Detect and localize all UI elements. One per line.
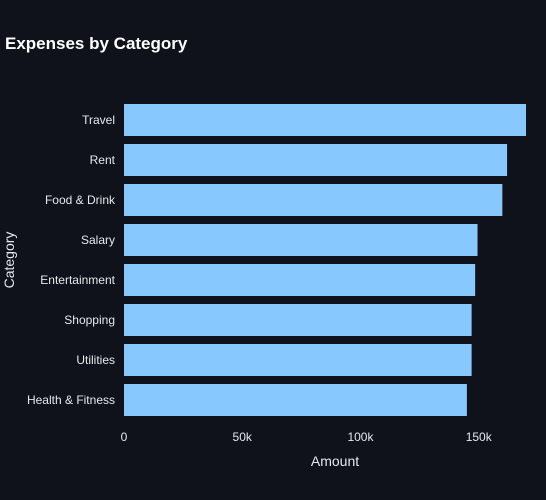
category-label: Entertainment <box>40 273 115 287</box>
bar <box>124 344 472 376</box>
bar <box>124 304 472 336</box>
category-label: Health & Fitness <box>27 393 115 407</box>
x-tick-label: 50k <box>233 430 253 444</box>
category-label: Food & Drink <box>45 193 116 207</box>
category-label: Travel <box>82 113 115 127</box>
category-labels: Travel Rent Food & Drink Salary Entertainmen… <box>27 113 116 407</box>
category-label: Salary <box>81 233 115 247</box>
x-tick-label: 100k <box>347 430 374 444</box>
bar <box>124 184 503 216</box>
bar <box>124 384 467 416</box>
category-label: Shopping <box>64 313 115 327</box>
y-axis-title: Category <box>1 232 17 289</box>
bar <box>124 264 476 296</box>
x-tick-label: 150k <box>466 430 493 444</box>
x-axis-title: Amount <box>311 453 359 469</box>
bar <box>124 144 508 176</box>
category-label: Utilities <box>76 353 115 367</box>
category-label: Rent <box>90 153 116 167</box>
bar <box>124 104 526 136</box>
bars-group <box>124 104 526 416</box>
bar <box>124 224 478 256</box>
x-tick-labels: 0 50k 100k 150k <box>121 430 493 444</box>
x-tick-label: 0 <box>121 430 128 444</box>
chart-title: Expenses by Category <box>5 34 188 53</box>
